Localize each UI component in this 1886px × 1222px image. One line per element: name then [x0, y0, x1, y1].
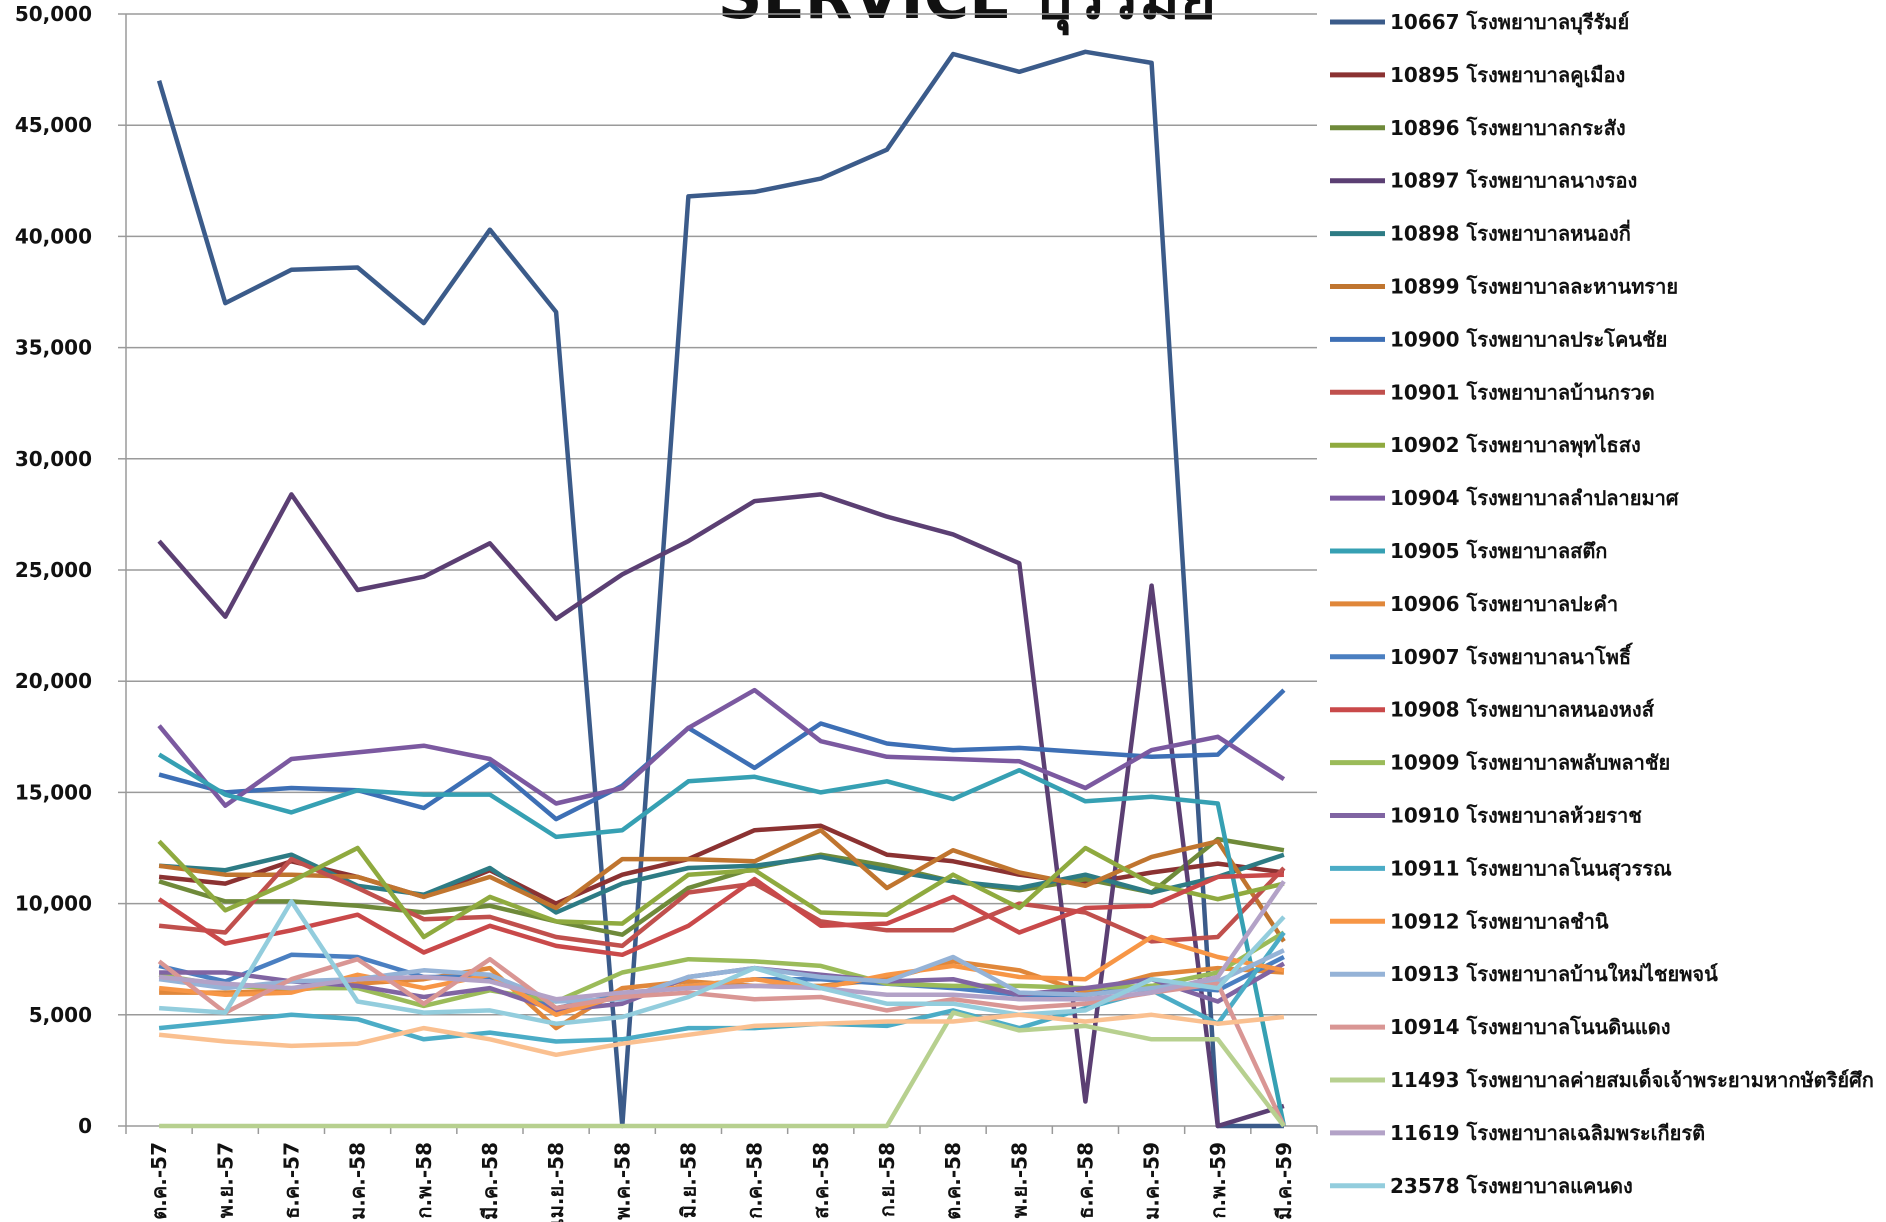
legend-label: 10895 โรงพยาบาลคูเมือง [1390, 63, 1625, 89]
y-tick-label: 5,000 [29, 1003, 92, 1027]
legend-label: 10897 โรงพยาบาลนางรอง [1390, 169, 1637, 193]
series-line [157, 687, 1286, 808]
legend-label: 10901 โรงพยาบาลบ้านกรวด [1390, 380, 1655, 404]
chart-title: SERVICE บุรีรัมย์ [718, 0, 1216, 35]
legend-label: 23578 โรงพยาบาลแคนดง [1390, 1174, 1633, 1198]
series-line [156, 49, 1284, 1129]
legend-label: 10904 โรงพยาบาลลำปลายมาศ [1390, 486, 1680, 510]
y-tick-label: 50,000 [15, 2, 92, 26]
y-tick-label: 40,000 [15, 224, 92, 248]
series-line [158, 688, 1286, 822]
y-tick-label: 30,000 [15, 447, 92, 471]
x-tick-label: ก.ค.-58 [743, 1142, 767, 1219]
x-tick-label: มี.ค.-58 [478, 1142, 502, 1220]
legend-label: 11493 โรงพยาบาลค่ายสมเด็จเจ้าพระยามหากษั… [1390, 1067, 1874, 1092]
series-line [158, 852, 1285, 915]
x-tick-label: ต.ค.-57 [147, 1142, 171, 1220]
legend-label: 10914 โรงพยาบาลโนนดินแดง [1390, 1015, 1671, 1039]
legend-label: 10902 โรงพยาบาลพุทไธสง [1390, 433, 1641, 458]
legend-label: 10900 โรงพยาบาลประโคนชัย [1390, 327, 1667, 351]
legend-label: 10907 โรงพยาบาลนาโพธิ์ [1390, 642, 1633, 669]
y-tick-label: 25,000 [15, 558, 92, 582]
series-line [158, 1012, 1285, 1058]
series-line [158, 827, 1286, 943]
series-line [158, 899, 1286, 1026]
legend-label: 10899 โรงพยาบาลละหานทราย [1390, 275, 1678, 299]
x-tick-label: ก.พ.-59 [1206, 1142, 1230, 1219]
x-tick-label: มี.ค.-59 [1272, 1142, 1296, 1220]
y-tick-label: 35,000 [15, 336, 92, 360]
legend-label: 10898 โรงพยาบาลหนองกี่ [1390, 219, 1631, 246]
x-tick-label: มิ.ย.-58 [676, 1142, 700, 1218]
x-tick-label: ส.ค.-58 [809, 1142, 833, 1219]
series-line [158, 934, 1285, 1018]
legend-label: 10906 โรงพยาบาลปะคำ [1390, 592, 1618, 616]
legend-label: 10911 โรงพยาบาลโนนสุวรรณ [1390, 856, 1672, 881]
x-tick-label: ธ.ค.-57 [279, 1142, 303, 1219]
series-line [158, 856, 1286, 949]
x-tick-label: ต.ค.-58 [941, 1142, 965, 1220]
x-tick-label: ม.ค.-58 [346, 1142, 370, 1220]
x-tick-label: พ.ย.-58 [1007, 1142, 1031, 1218]
y-tick-label: 10,000 [15, 892, 92, 916]
legend-label: 10667 โรงพยาบาลบุรีรัมย์ [1390, 10, 1629, 35]
y-tick-label: 15,000 [15, 780, 92, 804]
legend-label: 10905 โรงพยาบาลสตึก [1390, 539, 1607, 563]
x-tick-label: พ.ย.-57 [213, 1142, 237, 1218]
legend-label: 10910 โรงพยาบาลห้วยราช [1390, 804, 1642, 828]
series-line [157, 956, 1286, 1127]
series-line [158, 880, 1286, 1002]
series-line [157, 839, 1285, 940]
x-tick-label: ก.ย.-58 [875, 1142, 899, 1217]
series-line [157, 872, 1284, 958]
y-tick-label: 20,000 [15, 669, 92, 693]
y-tick-label: 45,000 [15, 113, 92, 137]
series-line [159, 1010, 1286, 1129]
legend-label: 10896 โรงพยาบาลกระสัง [1390, 116, 1626, 140]
x-tick-label: เม.ย.-58 [544, 1142, 568, 1222]
x-tick-label: ม.ค.-59 [1140, 1142, 1164, 1220]
legend-label: 10908 โรงพยาบาลหนองหงส์ [1390, 698, 1655, 722]
legend-label: 11619 โรงพยาบาลเฉลิมพระเกียรติ [1390, 1121, 1705, 1145]
x-tick-label: ธ.ค.-58 [1073, 1142, 1097, 1219]
x-tick-label: พ.ค.-58 [610, 1142, 634, 1220]
y-tick-label: 0 [78, 1114, 92, 1138]
series-line [157, 752, 1287, 1127]
x-tick-label: ก.พ.-58 [412, 1142, 436, 1219]
legend-label: 10912 โรงพยาบาลชำนิ [1390, 909, 1609, 933]
series-line [157, 492, 1285, 1129]
legend-label: 10909 โรงพยาบาลพลับพลาชัย [1390, 751, 1670, 775]
legend-label: 10913 โรงพยาบาลบ้านใหม่ไชยพจน์ [1390, 962, 1718, 986]
